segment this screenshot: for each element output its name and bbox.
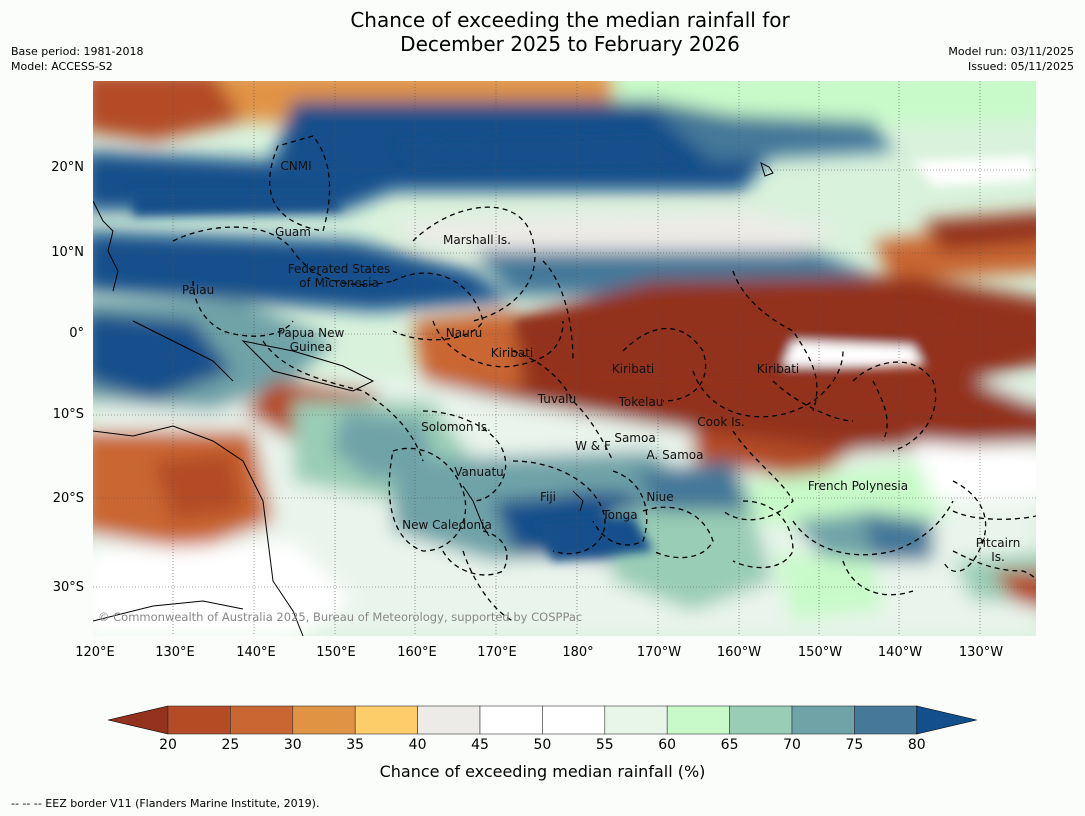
lon-label-140w: 140°W	[877, 645, 923, 660]
colorbar-segment	[604, 705, 668, 735]
region-label-new-caledonia: New Caledonia	[402, 518, 492, 532]
region-label-french-polynesia: French Polynesia	[807, 479, 909, 493]
colorbar-tick-label: 40	[408, 737, 427, 753]
region-label-niue: Niue	[646, 490, 674, 504]
lon-label-150w: 150°W	[797, 645, 843, 660]
lon-label-150e: 150°E	[316, 645, 356, 660]
colorbar-extend-high	[916, 705, 977, 735]
title-line-1: Chance of exceeding the median rainfall …	[350, 8, 790, 32]
colorbar-segment	[167, 705, 231, 735]
colorbar-segment	[791, 705, 855, 735]
model-run: Model run: 03/11/2025	[948, 45, 1074, 58]
region-label-samoa: Samoa	[614, 431, 656, 445]
region-label-wallis-futuna: W & F	[575, 439, 611, 453]
issued-date: Issued: 05/11/2025	[967, 60, 1074, 73]
region-label-american-samoa: A. Samoa	[646, 448, 704, 462]
region-label-pitcairn: Pitcairn Is.	[976, 536, 1021, 564]
png-line-2: Guinea	[289, 340, 333, 354]
region-label-tonga: Tonga	[602, 508, 638, 522]
colorbar-segment	[292, 705, 356, 735]
lon-label-120e: 120°E	[75, 645, 115, 660]
coastlines	[93, 162, 774, 636]
region-label-solomon: Solomon Is.	[421, 420, 491, 434]
colorbar-segment	[479, 705, 543, 735]
model-name: Model: ACCESS-S2	[11, 60, 113, 73]
lat-label-20s: 20°S	[52, 491, 84, 506]
rainfall-detail	[133, 136, 1033, 561]
colorbar-tick-label: 80	[907, 737, 926, 753]
colorbar-tick-label: 45	[471, 737, 489, 753]
colorbar-tick-label: 20	[159, 737, 177, 753]
region-label-cook: Cook Is.	[697, 415, 745, 429]
pitcairn-line-2: Is.	[991, 550, 1005, 564]
colorbar-segment	[542, 705, 606, 735]
title-line-2: December 2025 to February 2026	[400, 32, 740, 56]
colorbar-extend-low	[108, 705, 169, 735]
lat-label-0: 0°	[69, 326, 84, 341]
region-label-cnmi: CNMI	[280, 159, 312, 173]
colorbar-tick-label: 60	[658, 737, 677, 753]
eez-legend-note: -- -- -- EEZ border V11 (Flanders Marine…	[11, 797, 320, 810]
copyright-notice: © Commonwealth of Australia 2025, Bureau…	[98, 610, 583, 624]
lon-label-130e: 130°E	[155, 645, 195, 660]
colorbar-segment	[854, 705, 918, 735]
chart-title: Chance of exceeding the median rainfall …	[0, 8, 1085, 56]
lat-label-30s: 30°S	[52, 580, 84, 595]
colorbar-tick-label: 65	[720, 737, 739, 753]
region-label-fiji: Fiji	[539, 490, 557, 504]
base-period: Base period: 1981-2018	[11, 45, 144, 58]
colorbar-segment	[729, 705, 793, 735]
region-label-palau: Palau	[181, 283, 215, 297]
colorbar	[108, 705, 977, 735]
png-line-1: Papua New	[277, 326, 345, 340]
colorbar-tick-label: 55	[595, 737, 614, 753]
region-label-marshall: Marshall Is.	[443, 233, 511, 247]
colorbar-title: Chance of exceeding median rainfall (%)	[379, 762, 706, 781]
lon-label-180: 180°	[562, 645, 594, 660]
fsm-line-1: Federated States	[287, 262, 391, 276]
colorbar-segment	[230, 705, 294, 735]
region-label-png: Papua New Guinea	[278, 326, 345, 354]
lon-label-130w: 130°W	[958, 645, 1004, 660]
region-label-vanuatu: Vanuatu	[454, 465, 504, 479]
lon-label-140e: 140°E	[236, 645, 276, 660]
eez-borders	[172, 135, 1036, 622]
colorbar-segment	[417, 705, 481, 735]
lon-label-170w: 170°W	[636, 645, 682, 660]
region-label-kiribati-east: Kiribati	[756, 362, 800, 376]
colorbar-segment	[354, 705, 418, 735]
colorbar-segment	[666, 705, 730, 735]
region-label-fsm: Federated States of Micronesia	[288, 262, 390, 290]
region-label-kiribati-west: Kiribati	[490, 346, 534, 360]
colorbar-tick-label: 25	[221, 737, 240, 753]
lon-label-160w: 160°W	[716, 645, 762, 660]
region-label-kiribati-central: Kiribati	[611, 362, 655, 376]
lat-label-10n: 10°N	[51, 245, 84, 260]
graticule	[93, 81, 1036, 636]
meta-right: Model run: 03/11/2025 Issued: 05/11/2025	[948, 44, 1074, 74]
colorbar-tick-label: 50	[533, 737, 552, 753]
lon-label-170e: 170°E	[477, 645, 517, 660]
lat-label-10s: 10°S	[52, 407, 84, 422]
map-canvas	[93, 81, 1036, 636]
colorbar-tick-label: 35	[346, 737, 365, 753]
colorbar-tick-label: 75	[845, 737, 864, 753]
region-label-guam: Guam	[275, 225, 311, 239]
region-label-tuvalu: Tuvalu	[537, 392, 577, 406]
region-label-tokelau: Tokelau	[618, 395, 664, 409]
meta-left: Base period: 1981-2018 Model: ACCESS-S2	[11, 44, 143, 74]
rainfall-map	[93, 81, 1036, 636]
lon-label-160e: 160°E	[397, 645, 437, 660]
colorbar-segments	[108, 705, 977, 735]
lat-label-20n: 20°N	[51, 160, 84, 175]
fsm-line-2: of Micronesia	[299, 276, 379, 290]
colorbar-tick-label: 30	[283, 737, 302, 753]
colorbar-tick-label: 70	[783, 737, 801, 753]
pitcairn-line-1: Pitcairn	[975, 536, 1021, 550]
region-label-nauru: Nauru	[445, 326, 483, 340]
